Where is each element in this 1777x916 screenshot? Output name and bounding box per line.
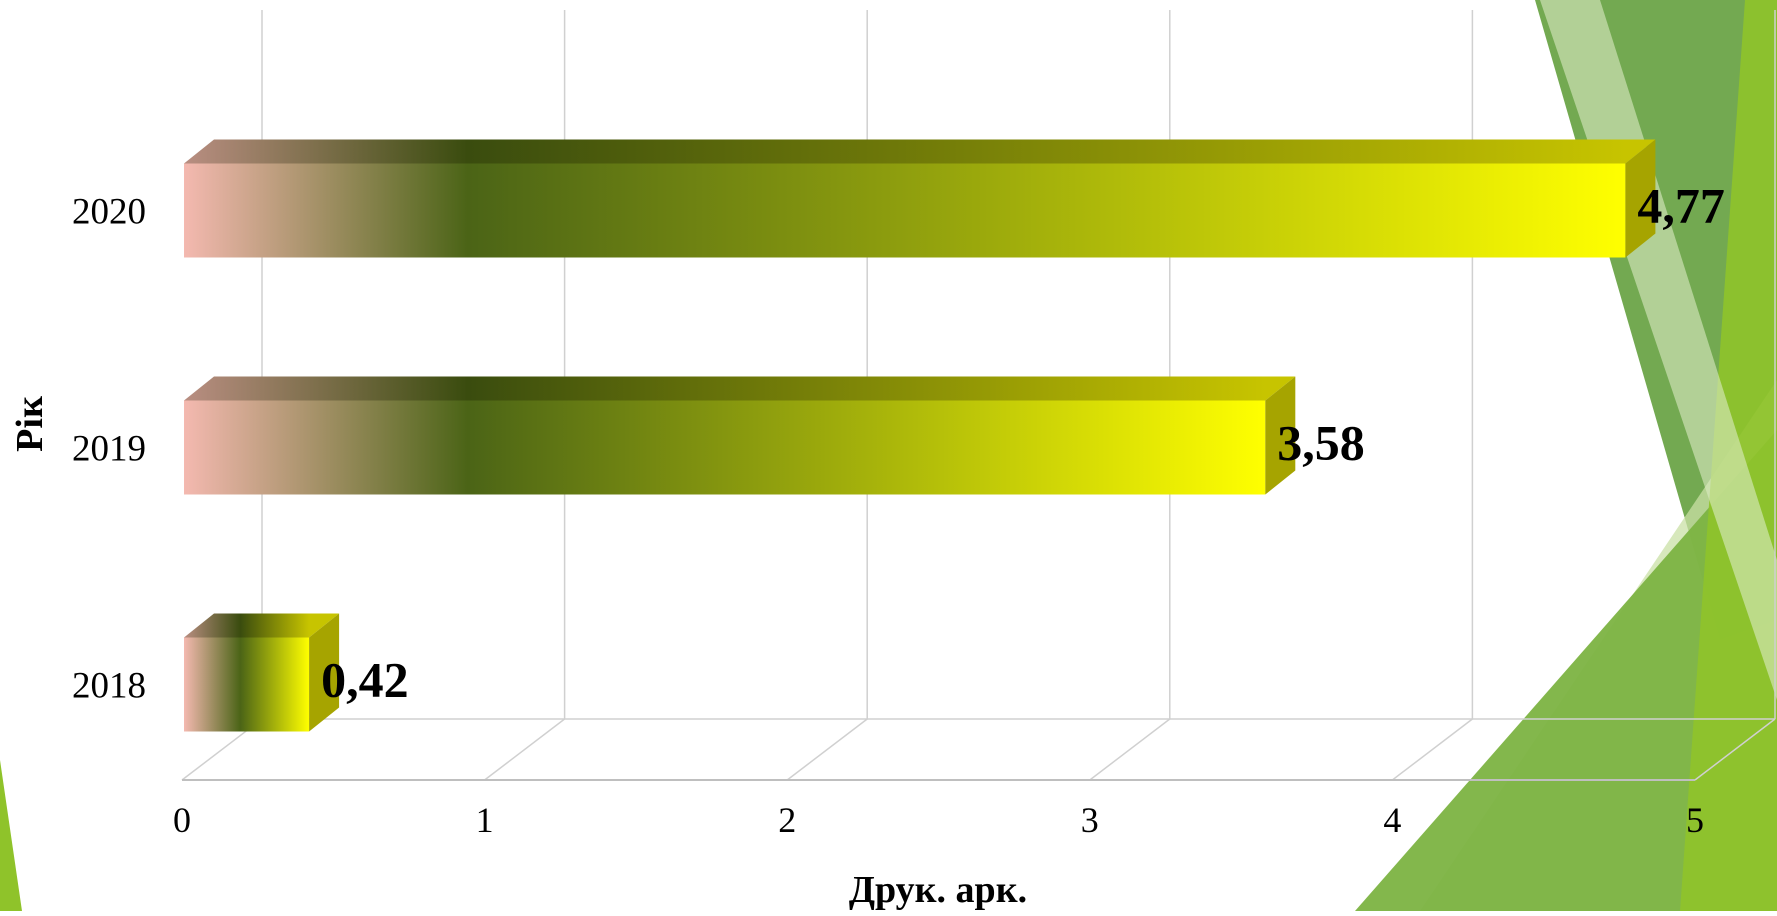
- bar-side-face: [1625, 139, 1656, 258]
- data-label: 3,58: [1277, 415, 1365, 471]
- chart-grid: [181, 10, 1776, 781]
- bar-2019: [184, 376, 1296, 495]
- bar-top-face: [184, 376, 1296, 401]
- decor-triangle-left: [0, 760, 22, 911]
- decor-shard-mid: [1355, 430, 1777, 911]
- x-tick-label: 2: [778, 800, 796, 840]
- bar-2018: [184, 613, 340, 732]
- bar-front-face: [184, 637, 310, 732]
- grid-line-floor: [484, 718, 566, 781]
- x-tick-label: 3: [1081, 800, 1099, 840]
- y-tick-label: 2018: [72, 666, 146, 707]
- bar-side-face: [1265, 376, 1296, 495]
- grid-line-floor: [1694, 718, 1776, 781]
- grid-line-floor: [1391, 718, 1473, 781]
- bar-top-face: [184, 139, 1656, 164]
- x-tick-label: 4: [1383, 800, 1401, 840]
- y-tick-label: 2020: [72, 192, 146, 233]
- data-label: 4,77: [1637, 178, 1725, 234]
- bar-front-face: [184, 400, 1266, 495]
- y-axis-title: Рік: [9, 396, 51, 452]
- y-tick-label: 2019: [72, 429, 146, 470]
- x-tick-label: 0: [173, 800, 191, 840]
- bar-2020: [184, 139, 1656, 258]
- grid-line-floor: [786, 718, 868, 781]
- grid-line-floor: [1089, 718, 1171, 781]
- x-tick-label: 5: [1686, 800, 1704, 840]
- data-label: 0,42: [321, 652, 409, 708]
- x-axis-title: Друк. арк.: [849, 869, 1027, 911]
- chart-labels: 0 1 2 3 4 5 2020 4,77 2019 3,58 2018 0,42: [72, 178, 1725, 841]
- bar-side-face: [309, 613, 340, 732]
- chart-bars: [184, 139, 1656, 732]
- bar-top-face: [184, 613, 340, 638]
- bar-front-face: [184, 163, 1626, 258]
- x-tick-label: 1: [476, 800, 494, 840]
